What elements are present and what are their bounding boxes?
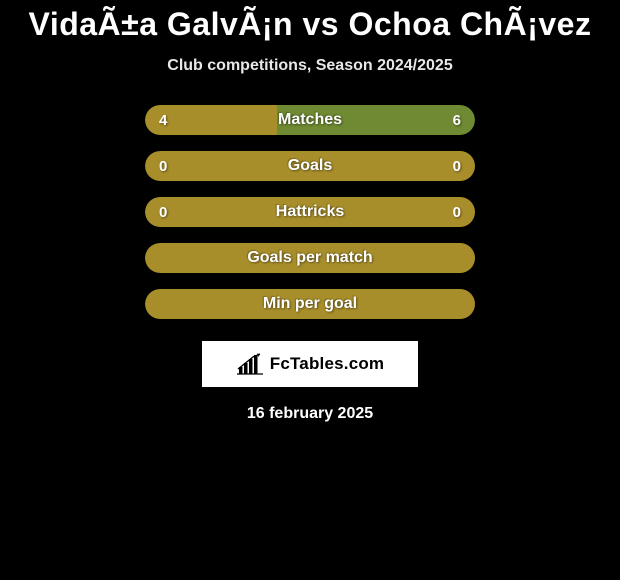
stat-bar: 4 6 Matches bbox=[145, 105, 475, 135]
stat-row: 0 0 Goals bbox=[145, 151, 475, 181]
stat-label: Min per goal bbox=[263, 295, 357, 313]
brand-logo-text: FcTables.com bbox=[270, 354, 385, 374]
brand-logo: FcTables.com bbox=[202, 341, 418, 387]
stat-value-right: 0 bbox=[453, 158, 461, 175]
stat-value-left: 4 bbox=[159, 112, 167, 129]
stat-row: Goals per match bbox=[145, 243, 475, 273]
stat-rows: 4 6 Matches 0 0 Goals 0 0 Hattricks Goals per mat… bbox=[145, 105, 475, 335]
stat-value-right: 0 bbox=[453, 204, 461, 221]
stat-row: 4 6 Matches bbox=[145, 105, 475, 135]
page-title: VidaÃ±a GalvÃ¡n vs Ochoa ChÃ¡vez bbox=[29, 6, 592, 43]
stat-value-left: 0 bbox=[159, 158, 167, 175]
stat-label: Goals bbox=[288, 157, 332, 175]
stat-label: Hattricks bbox=[276, 203, 344, 221]
stat-row: Min per goal bbox=[145, 289, 475, 319]
stat-value-right: 6 bbox=[453, 112, 461, 129]
comparison-infographic: VidaÃ±a GalvÃ¡n vs Ochoa ChÃ¡vez Club co… bbox=[0, 0, 620, 423]
stat-bar: 0 0 Hattricks bbox=[145, 197, 475, 227]
stat-label: Goals per match bbox=[247, 249, 372, 267]
date-label: 16 february 2025 bbox=[247, 405, 373, 423]
stat-row: 0 0 Hattricks bbox=[145, 197, 475, 227]
stat-bar: Min per goal bbox=[145, 289, 475, 319]
stat-bar: 0 0 Goals bbox=[145, 151, 475, 181]
stat-value-left: 0 bbox=[159, 204, 167, 221]
page-subtitle: Club competitions, Season 2024/2025 bbox=[167, 57, 452, 75]
bar-chart-icon bbox=[236, 353, 264, 375]
stat-bar: Goals per match bbox=[145, 243, 475, 273]
stat-label: Matches bbox=[278, 111, 342, 129]
